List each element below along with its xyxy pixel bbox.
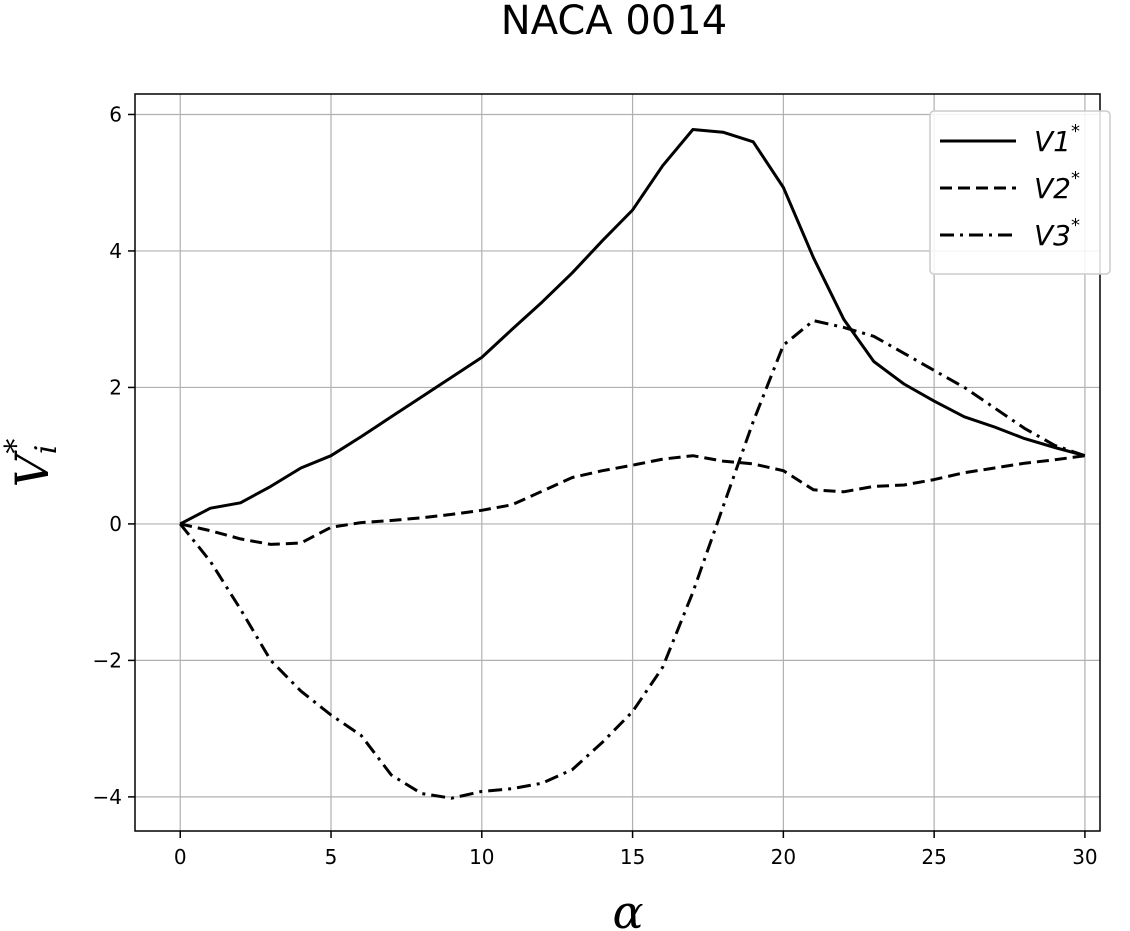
- x-tick-label: 20: [771, 845, 796, 869]
- x-axis-label: α: [612, 885, 643, 931]
- legend-label-v1: V1*: [1034, 121, 1080, 158]
- y-tick-label: 4: [109, 239, 122, 263]
- y-tick-label: 6: [109, 102, 122, 126]
- y-tick-label: 2: [109, 375, 122, 399]
- x-tick-label: 5: [325, 845, 338, 869]
- chart-title: NACA 0014: [501, 0, 727, 44]
- legend-label-v3: V3*: [1034, 215, 1080, 252]
- legend-entries: V1* V2* V3*: [940, 121, 1080, 252]
- y-tick-label: −4: [93, 785, 122, 809]
- x-tick-label: 0: [174, 845, 187, 869]
- series-line-v2: [179, 454, 1086, 546]
- legend: V1* V2* V3*: [929, 110, 1111, 275]
- series-line-v3: [179, 319, 1086, 800]
- y-axis-label-sub: i: [29, 445, 64, 455]
- x-tick-label: 15: [620, 845, 645, 869]
- y-axis-label-base: V: [5, 449, 59, 487]
- legend-label-v2: V2*: [1034, 168, 1080, 205]
- x-tick-label: 25: [921, 845, 946, 869]
- x-tick-label: 30: [1072, 845, 1097, 869]
- y-tick-label: −2: [93, 648, 122, 672]
- series-group: [179, 128, 1086, 800]
- plot-frame: [134, 93, 1101, 832]
- x-tick-label: 10: [469, 845, 494, 869]
- legend-box: [929, 110, 1111, 275]
- y-axis-ticks: −4 −2 0 2 4 6: [93, 102, 135, 809]
- y-axis-label: Vi*: [0, 439, 64, 488]
- series-line-v1: [179, 128, 1086, 526]
- y-tick-label: 0: [109, 512, 122, 536]
- x-axis-ticks: 0 5 10 15 20 25 30: [174, 831, 1098, 869]
- y-axis-label-sup: *: [0, 439, 34, 454]
